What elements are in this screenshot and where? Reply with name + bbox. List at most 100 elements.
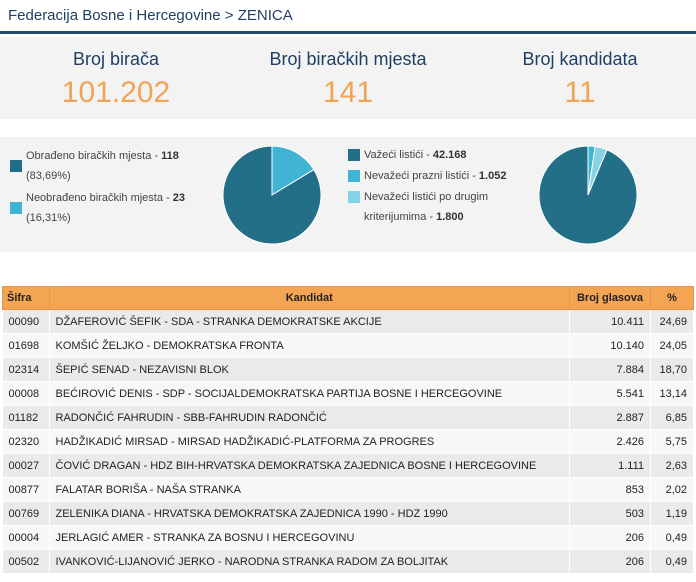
cell-candidate: KOMŠIĆ ŽELJKO - DEMOKRATSKA FRONTA <box>49 333 570 358</box>
cell-code: 01698 <box>2 333 50 358</box>
cell-percent: 2,63 <box>650 453 694 478</box>
legend-blank-count: 1.052 <box>478 170 507 182</box>
header-percent[interactable]: % <box>650 286 694 310</box>
cell-candidate: JERLAGIĆ AMER - STRANKA ZA BOSNU I HERCE… <box>49 525 570 550</box>
legend-processed-percent: (83,69%) <box>26 170 71 182</box>
legend-processed-text: Obrađeno biračkih mjesta - <box>26 150 162 162</box>
cell-candidate: BEĆIROVIĆ DENIS - SDP - SOCIJALDEMOKRATS… <box>49 381 570 406</box>
legend-other-invalid-text: Nevažeći listići po drugim <box>364 191 489 203</box>
results-table: Šifra Kandidat Broj glasova % 00090 DŽAFE… <box>2 286 694 574</box>
cell-candidate: DŽAFEROVIĆ ŠEFIK - SDA - STRANKA DEMOKRA… <box>49 309 570 334</box>
table-row[interactable]: 00027 ČOVIĆ DRAGAN - HDZ BIH-HRVATSKA DEM… <box>2 453 694 478</box>
cell-percent: 1,19 <box>650 501 694 526</box>
table-row[interactable]: 02314 ŠEPIĆ SENAD - NEZAVISNI BLOK 7.884 18… <box>2 357 694 382</box>
legend-item-valid: Važeći listići - 42.168 <box>348 145 506 165</box>
table-row[interactable]: 00769 ZELENIKA DIANA - HRVATSKA DEMOKRATS… <box>2 501 694 526</box>
legend-item-unprocessed: Neobrađeno biračkih mjesta - 23 (16,31%) <box>10 188 185 228</box>
cell-candidate: IVANKOVIĆ-LIJANOVIĆ JERKO - NARODNA STRA… <box>49 549 570 574</box>
cell-votes: 206 <box>569 549 651 574</box>
cell-code: 02320 <box>2 429 50 454</box>
cell-candidate: ZELENIKA DIANA - HRVATSKA DEMOKRATSKA ZA… <box>49 501 570 526</box>
table-row[interactable]: 00004 JERLAGIĆ AMER - STRANKA ZA BOSNU I … <box>2 525 694 550</box>
cell-candidate: FALATAR BORIŠA - NAŠA STRANKA <box>49 477 570 502</box>
cell-percent: 6,85 <box>650 405 694 430</box>
legend-processed-count: 118 <box>161 150 179 162</box>
table-row[interactable]: 00008 BEĆIROVIĆ DENIS - SDP - SOCIJALDEMO… <box>2 381 694 406</box>
cell-votes: 1.111 <box>569 453 651 478</box>
cell-percent: 0,49 <box>650 549 694 574</box>
cell-votes: 5.541 <box>569 381 651 406</box>
polling-pie-slice-0 <box>222 145 322 245</box>
table-row[interactable]: 00502 IVANKOVIĆ-LIJANOVIĆ JERKO - NARODNA… <box>2 549 694 574</box>
cell-code: 00877 <box>2 477 50 502</box>
cell-percent: 0,49 <box>650 525 694 550</box>
cell-votes: 10.140 <box>569 333 651 358</box>
cell-code: 01182 <box>2 405 50 430</box>
stat-polling-stations-value: 141 <box>322 76 374 109</box>
legend-item-processed: Obrađeno biračkih mjesta - 118 (83,69%) <box>10 146 185 186</box>
cell-votes: 503 <box>569 501 651 526</box>
table-row[interactable]: 01182 RADONČIĆ FAHRUDIN - SBB-FAHRUDIN RA… <box>2 405 694 430</box>
legend-valid-text: Važeći listići - <box>364 149 433 161</box>
cell-code: 00502 <box>2 549 50 574</box>
stat-polling-stations: Broj biračkih mjesta 141 <box>232 37 464 110</box>
legend-item-other-invalid: Nevažeći listići po drugim kriterijumima… <box>348 187 506 227</box>
header-code[interactable]: Šifra <box>2 286 50 310</box>
polling-pie-chart <box>222 145 322 245</box>
polling-legend: Obrađeno biračkih mjesta - 118 (83,69%) … <box>10 146 185 228</box>
cell-candidate: HADŽIKADIĆ MIRSAD - MIRSAD HADŽIKADIĆ-PL… <box>49 429 570 454</box>
cell-votes: 10.411 <box>569 309 651 334</box>
legend-unprocessed-text: Neobrađeno biračkih mjesta - <box>26 192 173 204</box>
cell-percent: 2,02 <box>650 477 694 502</box>
table-row[interactable]: 02320 HADŽIKADIĆ MIRSAD - MIRSAD HADŽIKAD… <box>2 429 694 454</box>
legend-swatch-unprocessed <box>10 202 22 214</box>
cell-code: 00004 <box>2 525 50 550</box>
table-row[interactable]: 00090 DŽAFEROVIĆ ŠEFIK - SDA - STRANKA DE… <box>2 309 694 334</box>
stat-candidates-value: 11 <box>564 76 596 109</box>
stat-voters-label: Broj birača <box>72 49 160 69</box>
legend-blank-text: Nevažeći prazni listići - <box>364 170 479 182</box>
polling-pie-slice-1 <box>271 145 315 196</box>
table-row[interactable]: 01698 KOMŠIĆ ŽELJKO - DEMOKRATSKA FRONTA 1… <box>2 333 694 358</box>
legend-valid-count: 42.168 <box>432 149 467 161</box>
cell-votes: 7.884 <box>569 357 651 382</box>
cell-code: 00769 <box>2 501 50 526</box>
legend-swatch-valid <box>348 149 360 161</box>
stat-candidates-label: Broj kandidata <box>522 49 638 69</box>
stat-polling-stations-label: Broj biračkih mjesta <box>269 49 427 69</box>
cell-votes: 206 <box>569 525 651 550</box>
table-row[interactable]: 00877 FALATAR BORIŠA - NAŠA STRANKA 853 2,0… <box>2 477 694 502</box>
ballots-pie-chart <box>538 145 638 245</box>
cell-votes: 853 <box>569 477 651 502</box>
legend-item-blank: Nevažeći prazni listići - 1.052 <box>348 166 506 186</box>
legend-other-invalid-text2: kriterijumima - <box>364 211 437 223</box>
legend-swatch-other-invalid <box>348 191 360 203</box>
ballots-pie-slice-0 <box>538 145 638 245</box>
summary-panel: Obrađeno biračkih mjesta - 118 (83,69%) … <box>0 137 696 252</box>
table-header-row: Šifra Kandidat Broj glasova % <box>2 286 694 310</box>
legend-swatch-blank <box>348 170 360 182</box>
cell-percent: 5,75 <box>650 429 694 454</box>
cell-code: 00008 <box>2 381 50 406</box>
legend-swatch-processed <box>10 160 22 172</box>
cell-code: 02314 <box>2 357 50 382</box>
legend-unprocessed-count: 23 <box>172 192 185 204</box>
header-votes[interactable]: Broj glasova <box>569 286 651 310</box>
cell-code: 00027 <box>2 453 50 478</box>
ballots-legend: Važeći listići - 42.168 Nevažeći prazni … <box>348 145 506 227</box>
stats-panel: Broj birača 101.202 Broj biračkih mjesta… <box>0 37 696 119</box>
cell-code: 00090 <box>2 309 50 334</box>
breadcrumb[interactable]: Federacija Bosne i Hercegovine > ZENICA <box>0 0 696 34</box>
cell-votes: 2.426 <box>569 429 651 454</box>
cell-votes: 2.887 <box>569 405 651 430</box>
legend-unprocessed-percent: (16,31%) <box>26 212 71 224</box>
header-candidate[interactable]: Kandidat <box>48 286 570 310</box>
cell-candidate: ČOVIĆ DRAGAN - HDZ BIH-HRVATSKA DEMOKRAT… <box>49 453 570 478</box>
cell-candidate: RADONČIĆ FAHRUDIN - SBB-FAHRUDIN RADONČI… <box>49 405 570 430</box>
cell-percent: 13,14 <box>650 381 694 406</box>
stat-voters-value: 101.202 <box>61 76 171 109</box>
cell-percent: 18,70 <box>650 357 694 382</box>
stat-candidates: Broj kandidata 11 <box>464 37 696 110</box>
cell-percent: 24,05 <box>650 333 694 358</box>
cell-percent: 24,69 <box>650 309 694 334</box>
